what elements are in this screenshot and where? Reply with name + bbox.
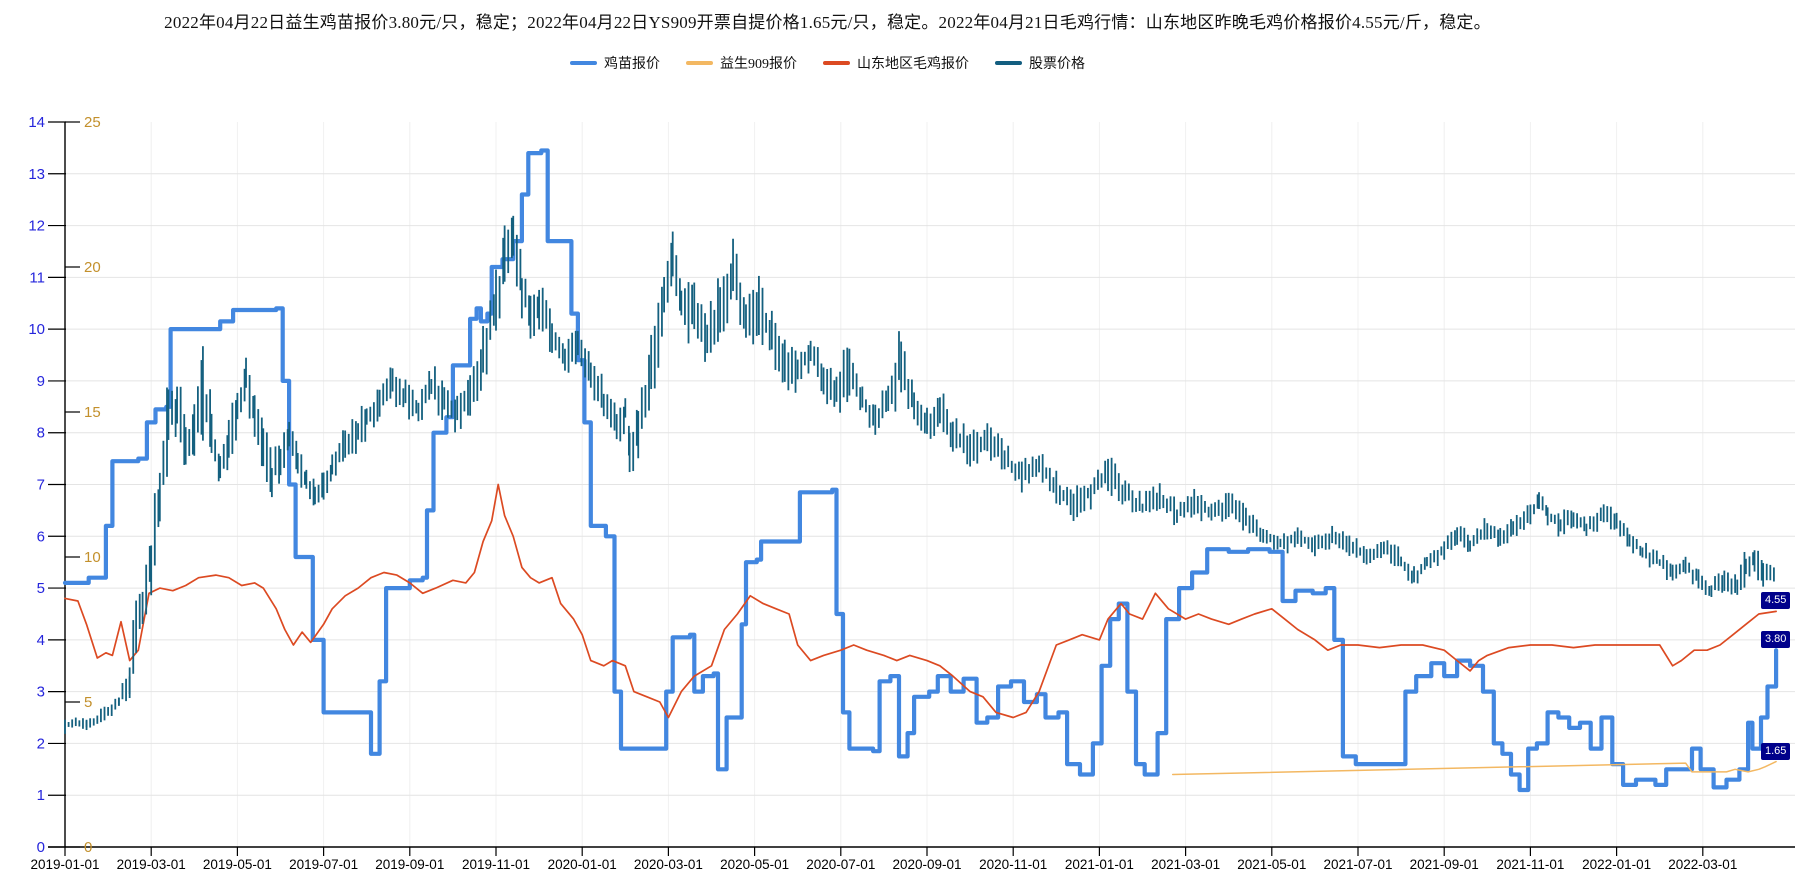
- chart-legend: 鸡苗报价 益生909报价 山东地区毛鸡报价 股票价格: [0, 53, 1655, 73]
- x-axis-tick-label: 2021-03-01: [1151, 857, 1220, 872]
- primary-axis-tick-label: 14: [28, 114, 45, 131]
- secondary-axis-tick-label: 20: [84, 259, 101, 276]
- legend-item-label: 股票价格: [1029, 57, 1085, 72]
- x-axis-tick-label: 2020-07-01: [806, 857, 875, 872]
- x-axis-tick-label: 2022-01-01: [1582, 857, 1651, 872]
- primary-axis-tick-label: 13: [28, 166, 45, 183]
- primary-axis-tick-label: 2: [37, 735, 45, 752]
- secondary-axis-tick-label: 5: [84, 694, 92, 711]
- legend-item-label: 益生909报价: [720, 57, 797, 72]
- primary-axis-tick-label: 4: [37, 632, 45, 649]
- series-益生909报价: [1171, 760, 1777, 776]
- end-label-chick-value: 3.80: [1761, 631, 1791, 649]
- x-axis-tick-label: 2021-09-01: [1410, 857, 1479, 872]
- x-axis-tick-label: 2021-05-01: [1237, 857, 1306, 872]
- primary-axis-tick-label: 9: [37, 373, 45, 390]
- primary-axis-tick-label: 8: [37, 425, 45, 442]
- chick-legend-swatch: [570, 61, 597, 65]
- x-axis-tick-label: 2020-09-01: [892, 857, 961, 872]
- ys909-legend-swatch: [686, 61, 713, 65]
- x-axis-tick-label: 2019-11-01: [462, 857, 530, 872]
- broiler-legend-swatch: [823, 61, 850, 65]
- series-山东地区毛鸡报价: [64, 483, 1777, 719]
- legend-item-broiler: 山东地区毛鸡报价: [823, 53, 969, 73]
- primary-axis-tick-label: 1: [37, 787, 45, 804]
- x-axis-tick-label: 2019-05-01: [203, 857, 272, 872]
- legend-item-label: 鸡苗报价: [604, 57, 660, 72]
- secondary-axis-tick-label: 25: [84, 114, 101, 131]
- primary-axis-tick-label: 12: [28, 218, 45, 235]
- primary-axis-tick-label: 10: [28, 321, 45, 338]
- x-axis-tick-label: 2021-11-01: [1496, 857, 1564, 872]
- secondary-axis-tick-label: 10: [84, 549, 101, 566]
- primary-axis-tick-label: 0: [37, 839, 45, 856]
- x-axis-tick-label: 2019-01-01: [30, 857, 99, 872]
- legend-item-chick: 鸡苗报价: [570, 53, 660, 73]
- x-axis-tick-label: 2021-07-01: [1323, 857, 1392, 872]
- stock-legend-swatch: [995, 61, 1022, 65]
- x-axis-tick-label: 2022-03-01: [1668, 857, 1737, 872]
- legend-item-stock: 股票价格: [995, 53, 1085, 73]
- x-axis-tick-label: 2019-09-01: [375, 857, 444, 872]
- x-axis-tick-label: 2019-07-01: [289, 857, 358, 872]
- x-axis-tick-label: 2020-11-01: [979, 857, 1047, 872]
- series-鸡苗报价: [62, 148, 1779, 793]
- x-axis-tick-label: 2019-03-01: [117, 857, 186, 872]
- x-axis-tick-label: 2020-05-01: [720, 857, 789, 872]
- secondary-axis-tick-label: 15: [84, 404, 101, 421]
- end-label-ys909-value: 1.65: [1761, 742, 1791, 760]
- end-label-broiler-value: 4.55: [1761, 592, 1791, 610]
- x-axis-tick-label: 2021-01-01: [1065, 857, 1134, 872]
- legend-item-label: 山东地区毛鸡报价: [857, 57, 969, 72]
- primary-axis-tick-label: 11: [29, 269, 45, 286]
- primary-axis-tick-label: 5: [37, 580, 45, 597]
- primary-axis-tick-label: 3: [37, 684, 45, 701]
- primary-axis-tick-label: 7: [37, 477, 45, 494]
- primary-axis-tick-label: 6: [37, 528, 45, 545]
- x-axis-tick-label: 2020-03-01: [634, 857, 703, 872]
- secondary-axis-tick-label: 0: [84, 839, 92, 856]
- legend-item-ys909: 益生909报价: [686, 53, 797, 73]
- x-axis-tick-label: 2020-01-01: [548, 857, 617, 872]
- chart-title: 2022年04月22日益生鸡苗报价3.80元/只，稳定；2022年04月22日Y…: [164, 13, 1491, 32]
